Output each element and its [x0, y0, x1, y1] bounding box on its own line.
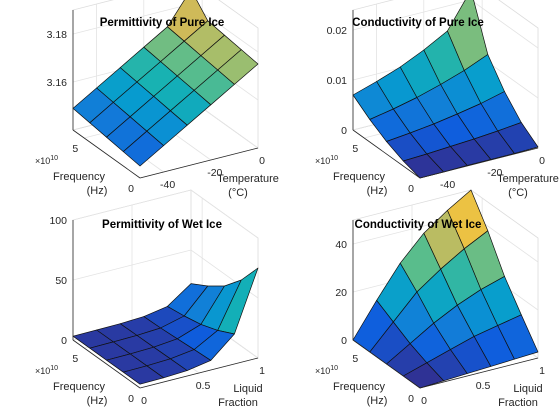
y-axis-label: Frequency (Hz)	[53, 381, 107, 407]
x-axis-line	[419, 357, 539, 389]
x-axis-label: Temperature (°C)	[497, 173, 559, 199]
x-axis-line	[139, 147, 259, 179]
x-axis-line	[419, 147, 539, 179]
surface-patch-0-0	[122, 365, 164, 385]
y-axis-label: Frequency (Hz)	[333, 171, 387, 197]
axes-lines	[72, 10, 259, 179]
y-tick-label: 5	[352, 143, 358, 155]
x-tick-label: -20	[207, 167, 222, 179]
z-tick-label: 20	[335, 287, 347, 299]
gridline	[352, 0, 539, 49]
x-tick-label: 0	[539, 155, 545, 167]
x-axis-label: Liquid Fraction	[498, 383, 543, 409]
surface	[72, 267, 259, 385]
z-tick-label: 0.02	[327, 25, 348, 37]
y-exponent-label: ×1010	[315, 155, 338, 166]
y-tick-label: 5	[72, 353, 78, 365]
y-tick-label: 0	[408, 393, 414, 405]
subplot-title: Permittivity of Wet Ice	[102, 219, 222, 231]
gridline	[72, 189, 259, 239]
axes-lines	[352, 10, 539, 179]
x-tick-label: 0.5	[476, 380, 491, 392]
surface-patch-0-0	[122, 130, 164, 167]
x-tick-label: 1	[539, 365, 545, 377]
y-tick-label: 0	[128, 393, 134, 405]
x-tick-label: 0	[141, 395, 147, 407]
y-tick-label: 5	[352, 353, 358, 365]
x-tick-label: 0	[421, 395, 427, 407]
y-exponent-label: ×1010	[315, 365, 338, 376]
x-tick-label: 0.5	[196, 380, 211, 392]
surface	[352, 0, 539, 179]
y-axis-label: Frequency (Hz)	[53, 171, 107, 197]
axes-lines	[352, 220, 539, 389]
z-tick-label: 100	[49, 215, 67, 227]
x-axis-label: Liquid Fraction	[218, 383, 263, 409]
x-tick-label: 1	[259, 365, 265, 377]
subplot-title: Permittivity of Pure Ice	[100, 17, 225, 29]
y-axis-line	[352, 129, 421, 179]
y-axis-line	[72, 339, 141, 389]
z-tick-label: 0	[341, 125, 347, 137]
z-tick-label: 3.16	[47, 77, 68, 89]
subplot-title: Conductivity of Wet Ice	[355, 219, 482, 231]
x-axis-line	[139, 357, 259, 389]
axes-lines	[72, 220, 259, 389]
y-axis-line	[352, 339, 421, 389]
x-axis-label: Temperature (°C)	[217, 173, 279, 199]
surface	[352, 189, 539, 389]
y-exponent-label: ×1010	[35, 155, 58, 166]
surface	[72, 0, 259, 167]
x-tick-label: -40	[160, 179, 175, 191]
subplot-permittivity-pure-ice: -40 -20 0 0 5 3.16 3.18 ×1010 Frequency (Hz) Tempe…	[35, 0, 279, 199]
y-exponent-label: ×1010	[35, 365, 58, 376]
x-tick-label: 0	[259, 155, 265, 167]
z-tick-label: 0	[61, 335, 67, 347]
z-tick-label: 0.01	[327, 75, 348, 87]
y-tick-label: 0	[408, 183, 414, 195]
z-tick-label: 40	[335, 239, 347, 251]
z-tick-label: 50	[55, 275, 67, 287]
subplot-title: Conductivity of Pure Ice	[352, 17, 484, 29]
y-tick-label: 5	[72, 143, 78, 155]
y-axis-line	[72, 129, 141, 179]
z-tick-label: 0	[341, 335, 347, 347]
x-tick-label: -40	[440, 179, 455, 191]
y-axis-label: Frequency (Hz)	[333, 381, 387, 407]
y-tick-label: 0	[128, 183, 134, 195]
x-tick-label: -20	[487, 167, 502, 179]
z-tick-label: 3.18	[47, 29, 68, 41]
